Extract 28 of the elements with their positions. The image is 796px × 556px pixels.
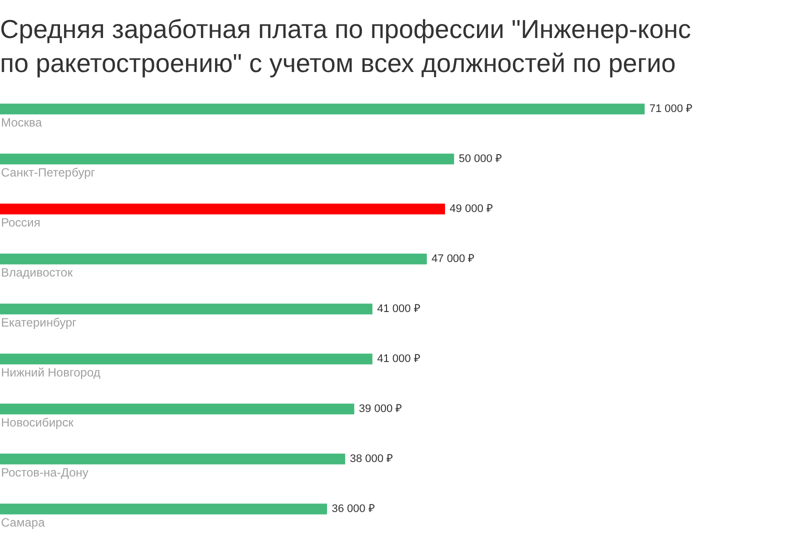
y-tick-label: Ростов-на-Дону <box>1 465 88 480</box>
y-tick-label: Москва <box>1 115 42 130</box>
bar <box>0 104 645 114</box>
data-label: 38 000 ₽ <box>350 453 393 466</box>
y-tick-label: Владивосток <box>1 265 74 280</box>
data-label: 49 000 ₽ <box>450 203 492 216</box>
data-label: 41 000 ₽ <box>377 303 420 316</box>
y-tick-label: Нижний Новгород <box>1 365 100 380</box>
bar <box>0 404 354 414</box>
bar <box>0 354 372 364</box>
bar <box>0 204 446 214</box>
data-label: 47 000 ₽ <box>432 253 474 266</box>
data-label: 50 000 ₽ <box>458 153 502 166</box>
chart-title: Средняя заработная плата по профессии "Инженер-конс по ракетостроению" с учетом всех должностей по регио <box>0 13 692 80</box>
data-label: 39 000 ₽ <box>358 403 402 416</box>
y-tick-label: Россия <box>1 215 40 230</box>
data-label: 36 000 ₽ <box>332 503 374 516</box>
bar <box>0 154 454 164</box>
y-tick-label: Новосибирск <box>1 415 74 430</box>
bar <box>0 254 427 264</box>
y-tick-label: Санкт-Петербург <box>1 165 96 180</box>
data-label: 41 000 ₽ <box>377 353 420 366</box>
y-tick-label: Екатеринбург <box>1 315 78 330</box>
bar <box>0 504 328 514</box>
bar <box>0 454 346 464</box>
y-tick-label: Самара <box>1 515 46 530</box>
data-label: 71 000 ₽ <box>649 103 692 116</box>
bar <box>0 304 372 314</box>
